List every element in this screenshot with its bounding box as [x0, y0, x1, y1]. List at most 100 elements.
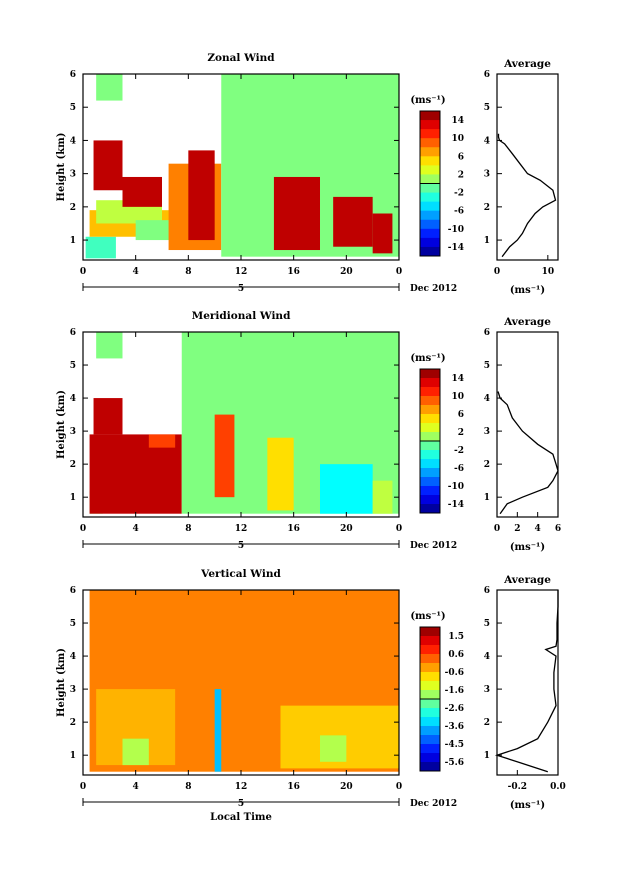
x-tick-label-1-1: 4 [133, 524, 139, 534]
colorbar-seg-2-12 [420, 735, 440, 745]
heatmap-cell-0-0 [85, 236, 116, 259]
colorbar-tick-label-1-2: 6 [458, 410, 464, 420]
date-marker-1: 5 [238, 541, 244, 551]
colorbar-seg-2-5 [420, 672, 440, 682]
average-frame-2 [496, 589, 559, 776]
panel-title-0: Zonal Wind [207, 52, 275, 64]
y-axis-label-0: Height (km) [56, 133, 67, 202]
heatmap-cell-0-8 [188, 150, 215, 241]
colorbar-seg-0-10 [420, 201, 440, 212]
date-marker-0: 5 [238, 284, 244, 294]
colorbar-seg-1-3 [420, 396, 440, 406]
heatmap-cell-0-6 [96, 74, 123, 101]
avg-y-tick-label-2-2: 3 [484, 685, 490, 695]
colorbar-seg-0-1 [420, 120, 440, 130]
x-tick-label-2-4: 16 [287, 782, 300, 792]
y-tick-label-0-4: 5 [70, 103, 76, 113]
heatmap-cell-1-3 [148, 434, 176, 448]
heatmap-cell-1-8 [320, 464, 373, 514]
y-tick-label-1-3: 4 [70, 394, 76, 404]
y-tick-label-1-4: 5 [70, 361, 76, 371]
x-tick-label-1-0: 0 [80, 524, 86, 534]
y-tick-label-1-5: 6 [70, 328, 76, 338]
average-profile-line-1 [497, 391, 559, 515]
colorbar-tick-label-2-6: -4.5 [445, 740, 464, 750]
y-tick-label-2-0: 1 [70, 751, 76, 761]
colorbar-seg-0-9 [420, 192, 440, 203]
colorbar-seg-1-12 [420, 477, 440, 487]
avg-x-tick-label-1-2: 4 [535, 524, 541, 534]
date-label-1: Dec 2012 [410, 541, 457, 551]
date-label-0: Dec 2012 [410, 284, 457, 294]
colorbar-unit-1: (ms⁻¹) [410, 353, 445, 364]
x-tick-label-0-6: 0 [396, 267, 402, 277]
colorbar-seg-1-1 [420, 378, 440, 388]
avg-y-tick-label-1-5: 6 [484, 328, 490, 338]
colorbar-seg-1-6 [420, 423, 440, 433]
y-tick-label-1-2: 3 [70, 427, 76, 437]
average-frame-0 [496, 73, 559, 261]
colorbar-seg-2-9 [420, 708, 440, 718]
avg-x-tick-label-1-0: 0 [494, 524, 500, 534]
colorbar-seg-1-9 [420, 450, 440, 460]
x-tick-label-0-3: 12 [235, 267, 248, 277]
colorbar-tick-label-1-4: -2 [454, 446, 464, 456]
colorbar-seg-0-2 [420, 129, 440, 139]
avg-y-tick-label-2-3: 4 [484, 652, 490, 662]
colorbar-seg-2-14 [420, 753, 440, 763]
colorbar-seg-1-4 [420, 405, 440, 415]
colorbar-seg-1-14 [420, 495, 440, 505]
date-marker-2: 5 [238, 799, 244, 809]
x-tick-label-1-2: 8 [185, 524, 191, 534]
date-label-2: Dec 2012 [410, 799, 457, 809]
average-title-1: Average [503, 316, 551, 328]
colorbar-seg-1-10 [420, 459, 440, 469]
x-tick-label-0-5: 20 [340, 267, 353, 277]
average-xlabel-2: (ms⁻¹) [510, 800, 545, 811]
heatmap-cell-2-2 [122, 738, 149, 766]
colorbar-seg-1-0 [420, 369, 440, 379]
y-tick-label-2-4: 5 [70, 619, 76, 629]
colorbar-tick-label-1-7: -14 [448, 500, 464, 510]
avg-y-tick-label-0-2: 3 [484, 170, 490, 180]
colorbar-seg-1-13 [420, 486, 440, 496]
colorbar-tick-label-2-0: 1.5 [448, 632, 464, 642]
heatmap-cell-1-9 [372, 480, 393, 514]
colorbar-seg-2-10 [420, 717, 440, 727]
colorbar-seg-2-4 [420, 663, 440, 673]
colorbar-tick-label-2-2: -0.6 [445, 668, 464, 678]
average-frame-1 [496, 331, 559, 518]
y-axis-label-2: Height (km) [56, 648, 67, 717]
colorbar-seg-0-0 [420, 111, 440, 121]
y-tick-label-2-3: 4 [70, 652, 76, 662]
x-tick-label-2-3: 12 [235, 782, 248, 792]
avg-y-tick-label-2-0: 1 [484, 751, 490, 761]
colorbar-tick-label-1-0: 14 [451, 374, 464, 384]
x-axis-label-2: Local Time [210, 812, 272, 823]
avg-y-tick-label-0-1: 2 [484, 203, 490, 213]
colorbar-seg-1-8 [420, 441, 440, 451]
colorbar-seg-0-14 [420, 237, 440, 248]
colorbar-seg-2-11 [420, 726, 440, 736]
avg-y-tick-label-0-5: 6 [484, 70, 490, 80]
avg-y-tick-label-1-0: 1 [484, 493, 490, 503]
colorbar-tick-label-0-7: -14 [448, 243, 464, 253]
heatmap-cell-0-4 [122, 176, 162, 207]
heatmap-cell-0-5 [135, 220, 176, 241]
colorbar-seg-2-8 [420, 699, 440, 709]
x-tick-label-1-6: 0 [396, 524, 402, 534]
colorbar-tick-label-1-6: -10 [448, 482, 464, 492]
heatmap-cell-1-2 [93, 398, 123, 435]
x-tick-label-0-1: 4 [133, 267, 139, 277]
y-axis-label-1: Height (km) [56, 390, 67, 459]
heatmap-cell-2-3 [214, 689, 222, 772]
colorbar-seg-0-13 [420, 228, 440, 239]
colorbar-tick-label-0-4: -2 [454, 189, 464, 199]
avg-x-tick-label-0-0: 0 [494, 267, 500, 277]
colorbar-tick-label-2-3: -1.6 [445, 686, 464, 696]
colorbar-tick-label-0-6: -10 [448, 225, 464, 235]
colorbar-unit-0: (ms⁻¹) [410, 95, 445, 106]
colorbar-seg-2-1 [420, 636, 440, 646]
avg-y-tick-label-1-1: 2 [484, 460, 490, 470]
